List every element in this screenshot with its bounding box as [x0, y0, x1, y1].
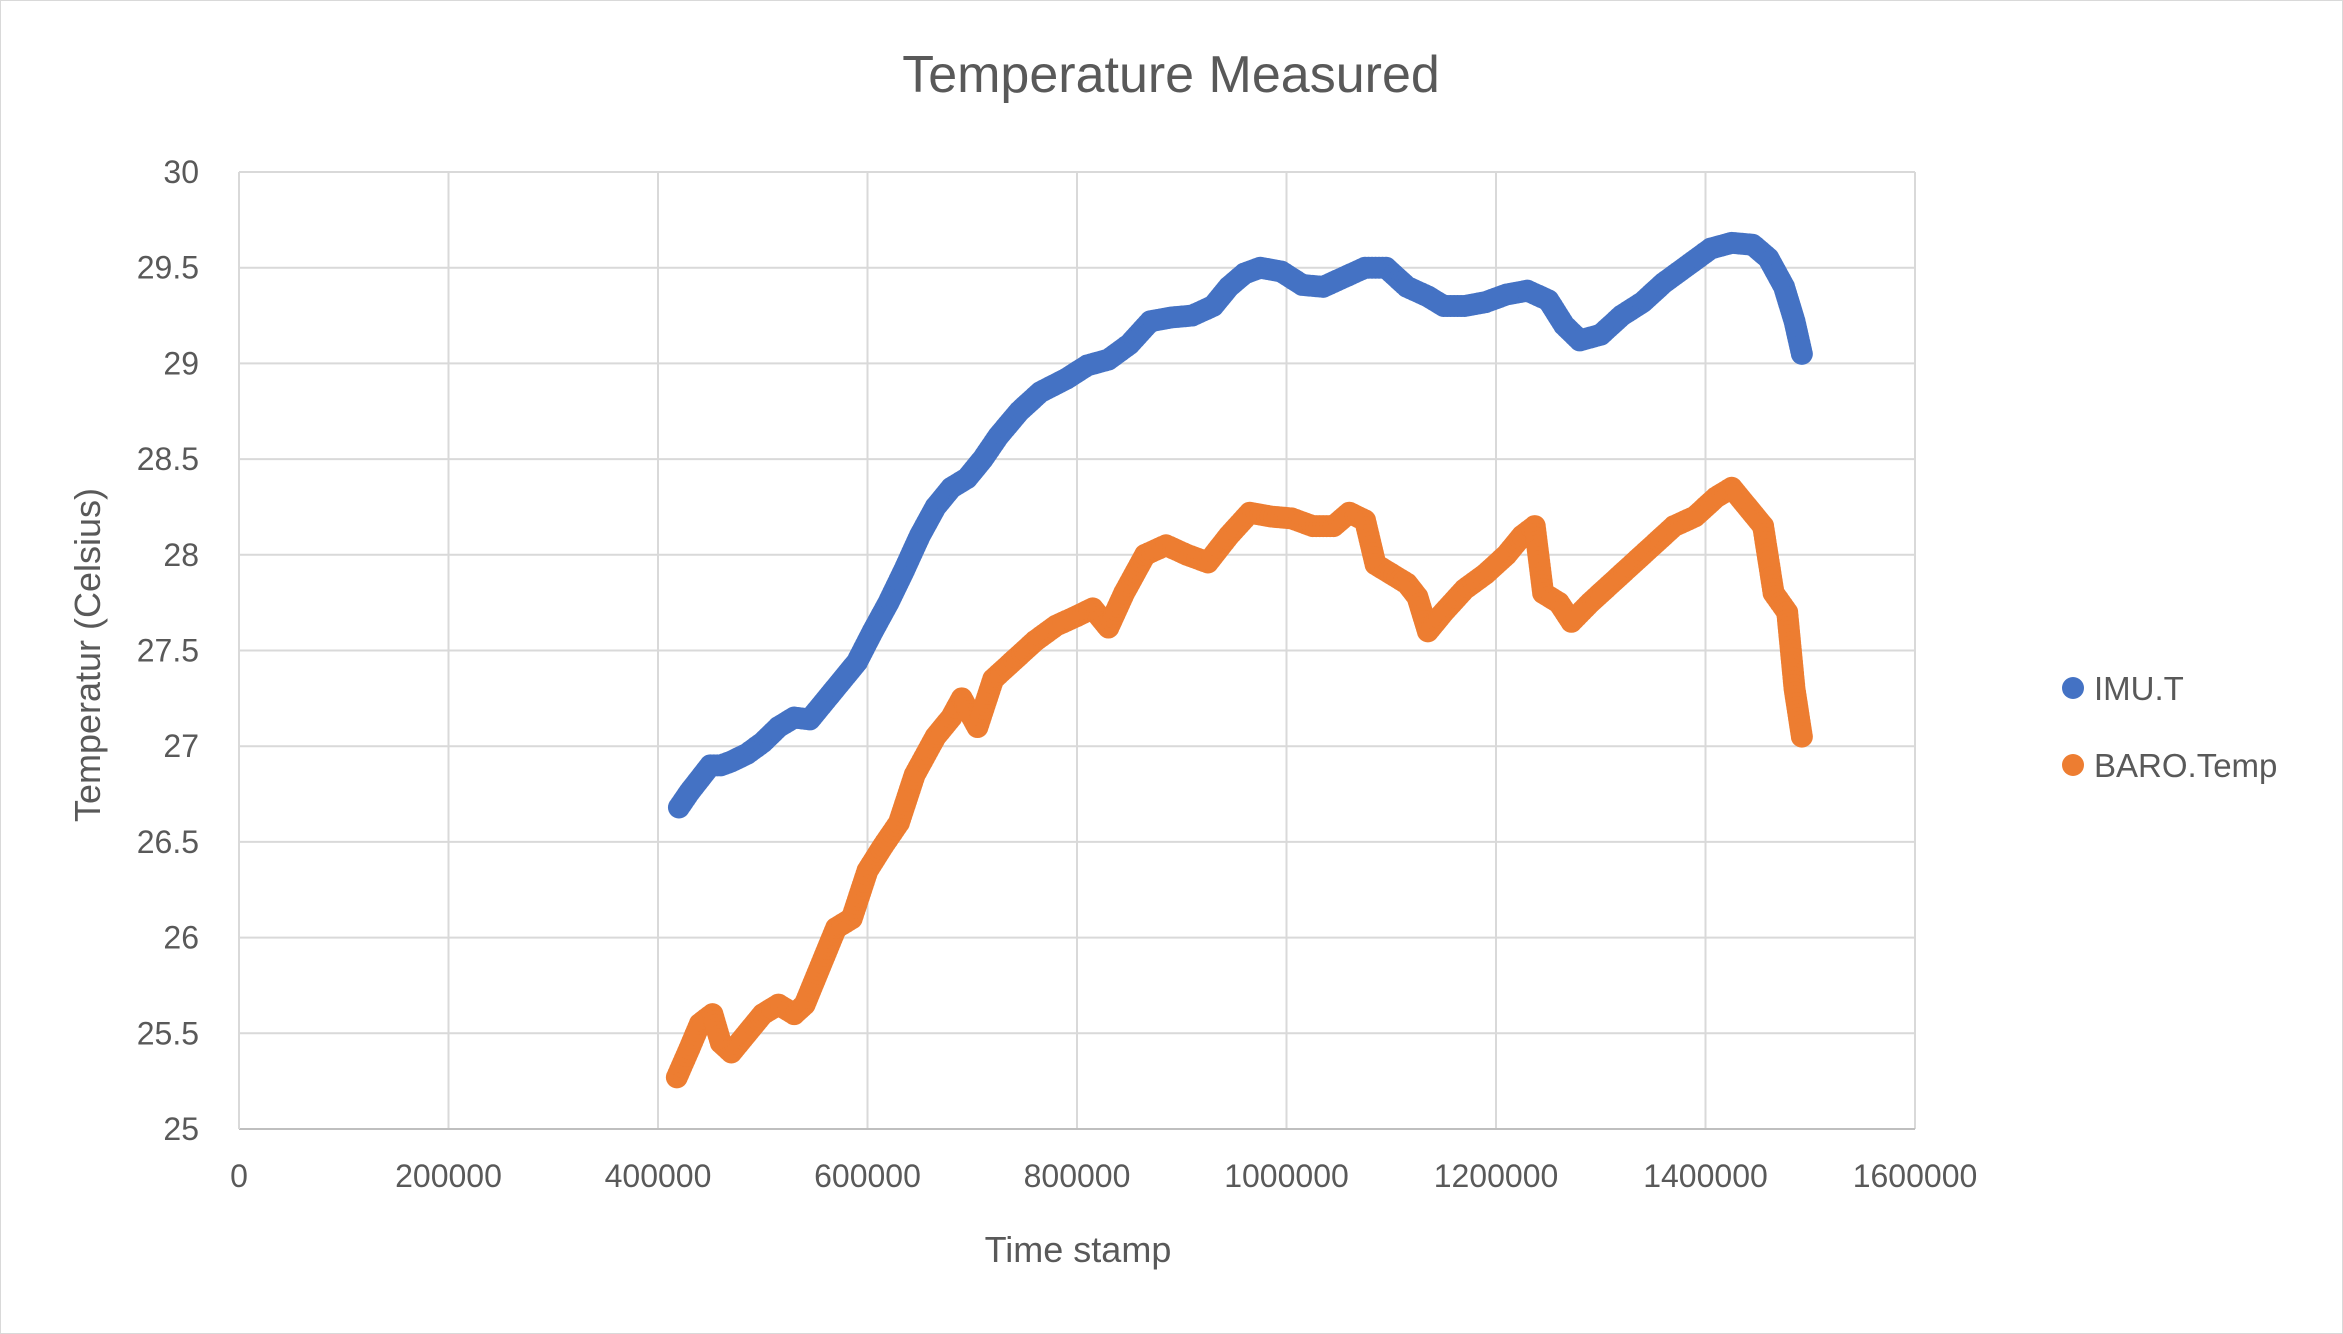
y-tick-label: 25 — [163, 1111, 199, 1147]
y-tick-label: 26 — [163, 920, 199, 956]
series-imu-t — [667, 231, 1813, 819]
axes — [238, 172, 1915, 1130]
y-tick-label: 27.5 — [137, 633, 199, 669]
y-axis-label: Temperatur (Celsius) — [67, 488, 108, 822]
x-tick-label: 800000 — [1024, 1158, 1131, 1194]
legend-label: IMU.T — [2094, 670, 2184, 707]
chart-title: Temperature Measured — [902, 46, 1440, 104]
data-point — [1790, 342, 1813, 365]
x-tick-label: 400000 — [605, 1158, 712, 1194]
x-tick-label: 1200000 — [1434, 1158, 1559, 1194]
x-tick-label: 1400000 — [1643, 1158, 1768, 1194]
x-axis-label: Time stamp — [985, 1229, 1172, 1270]
gridlines — [239, 171, 1916, 1129]
y-tick-label: 25.5 — [137, 1015, 199, 1051]
x-tick-label: 600000 — [814, 1158, 921, 1194]
x-tick-label: 200000 — [395, 1158, 502, 1194]
y-tick-label: 29 — [163, 345, 199, 381]
x-tick-label: 1000000 — [1224, 1158, 1349, 1194]
y-tick-label: 28.5 — [137, 441, 199, 477]
series-group — [665, 231, 1813, 1089]
x-tick-label: 1600000 — [1853, 1158, 1978, 1194]
series-baro-temp — [665, 476, 1813, 1089]
y-tick-label: 29.5 — [137, 250, 199, 286]
x-tick-label: 0 — [230, 1158, 248, 1194]
tick-labels: 25 25.5 26 26.5 27 27.5 28 28.5 29 29.5 30 0 200000 4… — [137, 154, 1978, 1194]
data-point — [1790, 725, 1813, 748]
legend: IMU.T BARO.Temp — [2062, 670, 2277, 784]
y-tick-label: 30 — [163, 154, 199, 190]
legend-marker — [2062, 754, 2084, 776]
y-tick-label: 26.5 — [137, 824, 199, 860]
legend-label: BARO.Temp — [2094, 747, 2277, 784]
y-tick-label: 27 — [163, 728, 199, 764]
y-tick-label: 28 — [163, 537, 199, 573]
legend-marker — [2062, 677, 2084, 699]
